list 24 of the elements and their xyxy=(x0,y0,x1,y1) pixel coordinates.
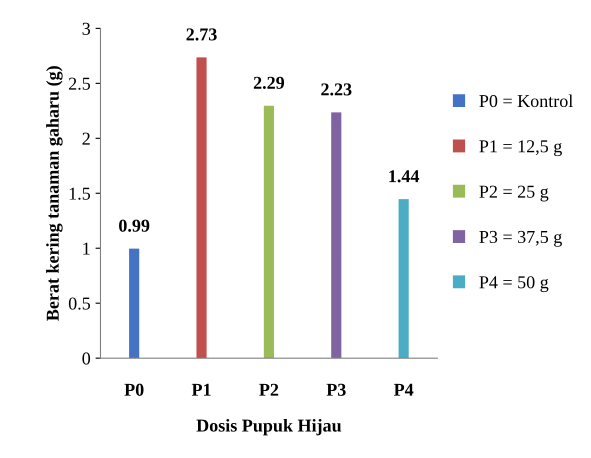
data-label: 1.44 xyxy=(389,170,420,182)
y-tick-label: 0 xyxy=(82,352,90,365)
data-label: 2.29 xyxy=(254,76,284,89)
y-tick-label: 1 xyxy=(83,242,90,254)
legend-label: P2 = 25 g xyxy=(479,186,548,202)
y-tick-label: 0.5 xyxy=(68,297,90,310)
x-tick-label: P2 xyxy=(259,384,278,396)
legend-label: P1 = 12,5 g xyxy=(479,140,562,156)
data-label: 2.73 xyxy=(186,28,217,41)
x-tick-label: P1 xyxy=(192,384,211,396)
y-axis-title: Berat kering tanaman gaharu (g) xyxy=(46,66,63,321)
legend-label: P4 = 50 g xyxy=(479,276,548,292)
x-tick-label: P0 xyxy=(124,384,144,396)
y-tick-label: 2.5 xyxy=(68,78,90,90)
y-tick-label: 2 xyxy=(82,132,90,145)
y-tick-label: 3 xyxy=(82,22,90,35)
legend-label: P0 = Kontrol xyxy=(479,94,573,108)
data-label: 0.99 xyxy=(119,220,150,232)
y-tick-label: 1.5 xyxy=(70,188,90,200)
legend-label: P3 = 37,5 g xyxy=(479,230,562,247)
data-label: 2.23 xyxy=(321,83,352,96)
x-tick-label: P3 xyxy=(326,384,346,396)
x-axis-title: Dosis Pupuk Hijau xyxy=(196,418,342,436)
x-tick-label: P4 xyxy=(394,384,414,396)
